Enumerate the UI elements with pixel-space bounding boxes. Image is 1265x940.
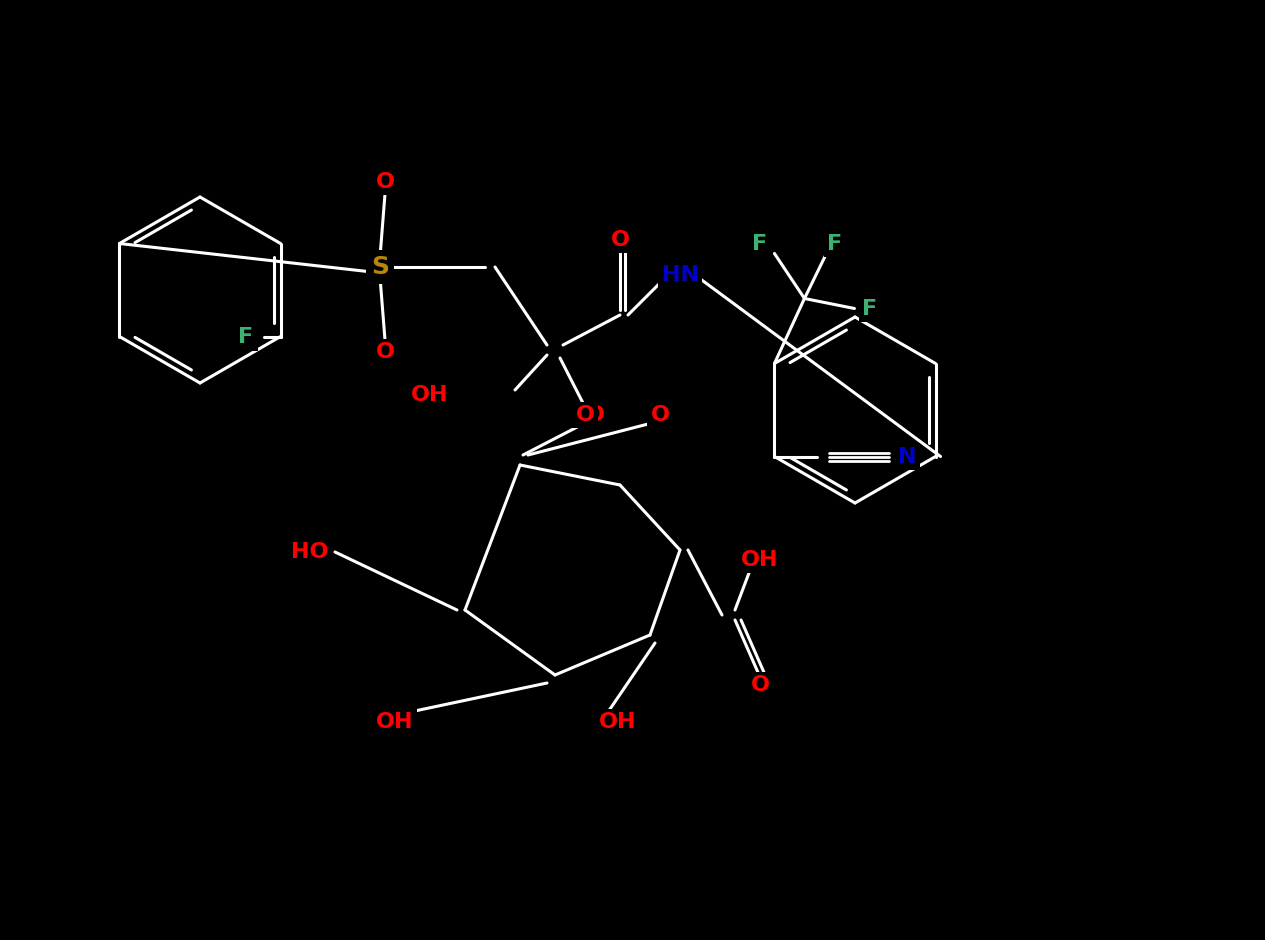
Text: OH: OH (411, 385, 449, 405)
Text: F: F (238, 326, 253, 347)
Text: F: F (861, 299, 877, 319)
Text: HO: HO (291, 542, 329, 562)
Text: N: N (898, 446, 917, 466)
Text: S: S (371, 255, 390, 279)
Text: O: O (376, 342, 395, 362)
Text: O: O (750, 675, 769, 695)
Text: OH: OH (741, 550, 779, 570)
Text: F: F (238, 326, 253, 347)
Text: O: O (376, 342, 395, 362)
Text: S: S (371, 255, 390, 279)
Text: O: O (650, 405, 669, 425)
Text: OH: OH (411, 385, 449, 405)
Text: O: O (611, 230, 630, 250)
Text: F: F (751, 233, 767, 254)
Text: O: O (376, 172, 395, 192)
Text: O: O (611, 230, 630, 250)
Text: F: F (861, 299, 877, 319)
Text: F: F (827, 233, 842, 254)
Text: HO: HO (291, 542, 329, 562)
Text: F: F (827, 233, 842, 254)
Text: O: O (376, 172, 395, 192)
Text: O: O (650, 405, 669, 425)
Text: OH: OH (741, 550, 779, 570)
Text: O: O (586, 405, 605, 425)
Text: F: F (751, 233, 767, 254)
Text: OH: OH (376, 712, 414, 732)
Text: HN: HN (662, 265, 698, 285)
Text: OH: OH (600, 712, 636, 732)
Text: O: O (750, 675, 769, 695)
Text: OH: OH (376, 712, 414, 732)
Text: HN: HN (662, 265, 698, 285)
Text: OH: OH (600, 712, 636, 732)
Text: N: N (898, 446, 917, 466)
Text: O: O (576, 405, 595, 425)
